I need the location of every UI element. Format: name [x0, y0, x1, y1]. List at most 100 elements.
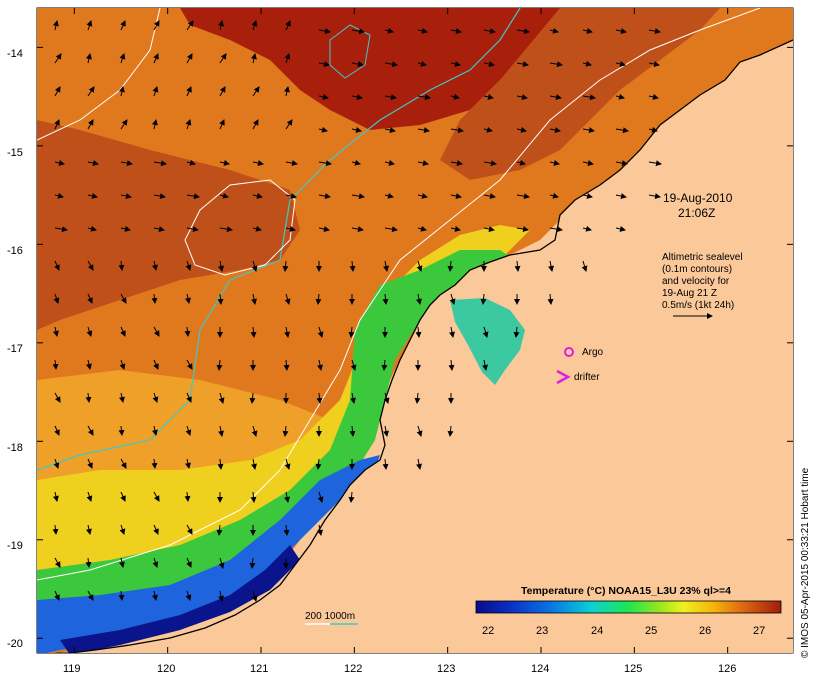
- velocity-arrow: [219, 159, 230, 166]
- velocity-arrow: [120, 119, 128, 130]
- velocity-arrow: [54, 192, 64, 199]
- lon-tick-label: 121: [250, 663, 268, 675]
- land-mass: [37, 40, 793, 653]
- lon-tick-label: 126: [718, 663, 736, 675]
- velocity-arrow: [282, 425, 289, 437]
- velocity-arrow: [219, 226, 233, 233]
- velocity-arrow: [87, 225, 97, 232]
- velocity-arrow: [219, 119, 225, 130]
- velocity-arrow: [416, 293, 422, 305]
- velocity-arrow: [252, 225, 262, 232]
- velocity-arrow: [417, 192, 428, 199]
- altimetry-note-line: and velocity for: [662, 276, 730, 287]
- velocity-arrow: [615, 93, 625, 100]
- velocity-arrow: [120, 20, 126, 31]
- velocity-arrow: [316, 392, 323, 404]
- lat-tick-label: -16: [7, 245, 23, 257]
- velocity-arrow: [516, 61, 529, 68]
- velocity-arrow: [86, 491, 93, 502]
- velocity-arrow: [417, 60, 427, 67]
- velocity-arrow: [54, 53, 62, 64]
- velocity-arrow: [184, 326, 191, 337]
- velocity-arrow: [516, 159, 526, 166]
- velocity-arrow: [648, 126, 658, 133]
- velocity-arrow: [283, 524, 290, 536]
- velocity-arrow: [186, 226, 199, 233]
- lat-tick-label: -15: [7, 147, 23, 159]
- velocity-arrow: [54, 557, 61, 568]
- velocity-arrow: [54, 226, 68, 233]
- velocity-arrow: [317, 524, 323, 536]
- velocity-arrow: [251, 260, 258, 272]
- velocity-arrow: [52, 359, 59, 370]
- velocity-arrow: [185, 425, 192, 436]
- lon-tick-label: 119: [63, 663, 81, 675]
- velocity-arrow: [449, 326, 455, 338]
- velocity-arrow: [284, 53, 291, 64]
- velocity-arrow: [186, 524, 193, 535]
- lon-tick-label: 125: [624, 663, 642, 675]
- velocity-arrow: [120, 160, 133, 167]
- velocity-arrow: [186, 392, 192, 403]
- velocity-arrow: [152, 392, 159, 403]
- velocity-arrow: [217, 458, 224, 470]
- lat-tick-label: -20: [7, 638, 23, 650]
- velocity-arrow: [120, 193, 132, 199]
- velocity-arrow: [87, 192, 98, 199]
- velocity-arrow: [153, 326, 160, 337]
- velocity-arrow: [153, 53, 159, 64]
- velocity-arrow: [54, 392, 61, 403]
- velocity-arrow: [450, 93, 460, 100]
- velocity-arrow: [53, 293, 60, 304]
- velocity-arrow: [52, 20, 59, 31]
- velocity-arrow: [549, 94, 562, 101]
- velocity-arrow: [218, 590, 224, 602]
- velocity-arrow: [186, 159, 196, 166]
- velocity-arrow: [151, 425, 158, 436]
- velocity-arrow: [186, 557, 192, 568]
- time-label: 21:06Z: [678, 206, 715, 220]
- velocity-arrow: [151, 119, 158, 130]
- colorbar-tick-label: 22: [482, 625, 494, 637]
- velocity-arrow: [549, 226, 563, 233]
- velocity-arrow: [151, 458, 158, 469]
- velocity-arrow: [54, 590, 60, 601]
- velocity-arrow: [582, 225, 592, 232]
- velocity-arrow: [87, 160, 99, 166]
- velocity-arrow: [449, 293, 456, 305]
- velocity-arrow: [448, 359, 455, 371]
- velocity-arrow: [450, 225, 461, 232]
- velocity-arrow: [648, 193, 661, 200]
- argo-label: Argo: [582, 347, 604, 358]
- gulf-water: [450, 298, 525, 385]
- velocity-arrow: [348, 326, 355, 338]
- lat-tick-label: -17: [7, 343, 23, 355]
- velocity-arrow: [318, 226, 330, 232]
- velocity-arrow: [581, 260, 588, 272]
- sealevel-contour-cyan-loop: [329, 24, 371, 79]
- velocity-arrow: [219, 192, 229, 199]
- velocity-arrow: [415, 326, 422, 338]
- velocity-arrow: [85, 557, 92, 568]
- velocity-arrow: [87, 86, 95, 97]
- altimetry-note-line: (0.1m contours): [662, 264, 732, 275]
- velocity-arrow: [85, 53, 92, 64]
- velocity-arrow: [120, 293, 127, 304]
- velocity-arrow: [118, 557, 125, 568]
- velocity-arrow: [582, 27, 593, 34]
- credit-text: © IMOS 05-Apr-2015 00:33:21 Hobart time: [800, 467, 811, 658]
- velocity-arrow: [516, 226, 529, 233]
- velocity-arrow: [582, 60, 592, 67]
- velocity-arrow: [251, 590, 258, 602]
- velocity-arrow: [152, 86, 159, 97]
- velocity-arrow: [382, 293, 389, 305]
- velocity-arrow: [282, 260, 289, 272]
- velocity-arrow: [450, 160, 463, 167]
- velocity-arrow: [118, 260, 125, 271]
- velocity-arrow: [219, 86, 226, 97]
- velocity-arrow: [118, 425, 125, 436]
- velocity-arrow: [119, 359, 126, 370]
- colorbar-tick-label: 26: [699, 625, 711, 637]
- velocity-arrow: [615, 28, 627, 34]
